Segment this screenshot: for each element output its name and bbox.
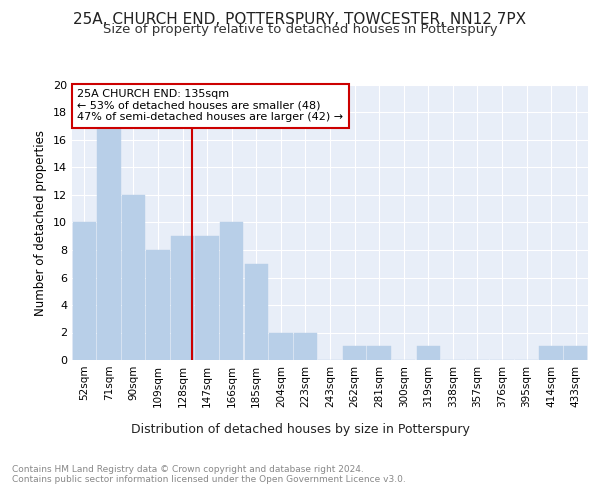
Bar [269, 332, 293, 360]
Bar [220, 222, 244, 360]
Text: Contains public sector information licensed under the Open Government Licence v3: Contains public sector information licen… [12, 475, 406, 484]
Text: Distribution of detached houses by size in Potterspury: Distribution of detached houses by size … [131, 422, 469, 436]
Text: Size of property relative to detached houses in Potterspury: Size of property relative to detached ho… [103, 24, 497, 36]
Y-axis label: Number of detached properties: Number of detached properties [34, 130, 47, 316]
Bar [367, 346, 391, 360]
Bar [294, 332, 317, 360]
Bar [564, 346, 587, 360]
Text: 25A, CHURCH END, POTTERSPURY, TOWCESTER, NN12 7PX: 25A, CHURCH END, POTTERSPURY, TOWCESTER,… [73, 12, 527, 28]
Bar [416, 346, 440, 360]
Bar [97, 126, 121, 360]
Bar [122, 195, 145, 360]
Bar [171, 236, 194, 360]
Bar [196, 236, 219, 360]
Bar [146, 250, 170, 360]
Text: Contains HM Land Registry data © Crown copyright and database right 2024.: Contains HM Land Registry data © Crown c… [12, 465, 364, 474]
Bar [343, 346, 366, 360]
Bar [245, 264, 268, 360]
Bar [539, 346, 563, 360]
Bar [73, 222, 96, 360]
Text: 25A CHURCH END: 135sqm
← 53% of detached houses are smaller (48)
47% of semi-det: 25A CHURCH END: 135sqm ← 53% of detached… [77, 89, 343, 122]
